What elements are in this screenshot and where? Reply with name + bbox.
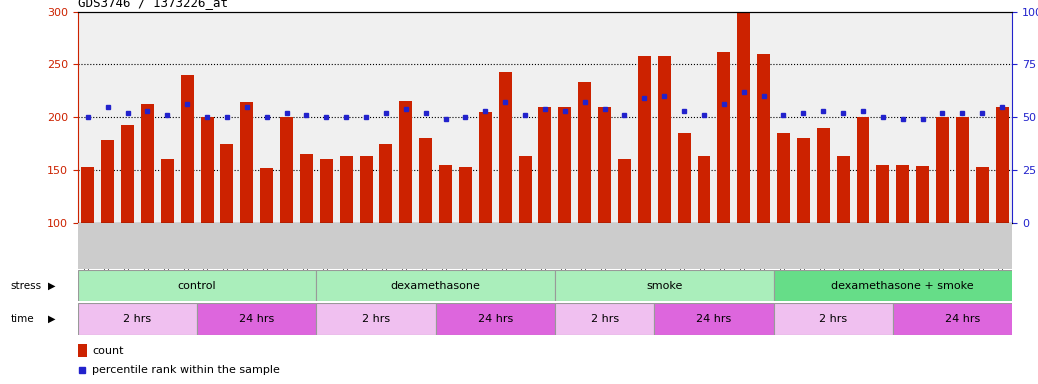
- Bar: [618, 159, 631, 223]
- Bar: [200, 117, 214, 223]
- Text: ▶: ▶: [48, 281, 56, 291]
- Text: stress: stress: [10, 281, 42, 291]
- Text: count: count: [92, 346, 124, 356]
- Text: 24 hrs: 24 hrs: [945, 314, 980, 324]
- Bar: [280, 117, 293, 223]
- Bar: [181, 75, 194, 223]
- Bar: [339, 156, 353, 223]
- Bar: [936, 117, 949, 223]
- Bar: [121, 124, 134, 223]
- Bar: [400, 101, 412, 223]
- Bar: [558, 107, 571, 223]
- Bar: [638, 56, 651, 223]
- Bar: [197, 303, 317, 335]
- Bar: [757, 54, 770, 223]
- Text: 24 hrs: 24 hrs: [696, 314, 732, 324]
- Bar: [220, 144, 234, 223]
- Text: control: control: [177, 281, 216, 291]
- Bar: [317, 270, 555, 301]
- Text: dexamethasone + smoke: dexamethasone + smoke: [831, 281, 974, 291]
- Text: GDS3746 / 1373226_at: GDS3746 / 1373226_at: [78, 0, 228, 9]
- Bar: [439, 165, 452, 223]
- Bar: [837, 156, 849, 223]
- Bar: [654, 303, 773, 335]
- Text: 24 hrs: 24 hrs: [239, 314, 274, 324]
- Bar: [81, 167, 94, 223]
- Text: 2 hrs: 2 hrs: [591, 314, 619, 324]
- Bar: [817, 127, 829, 223]
- Text: 2 hrs: 2 hrs: [819, 314, 847, 324]
- Bar: [658, 56, 671, 223]
- Bar: [698, 156, 710, 223]
- Bar: [678, 133, 690, 223]
- Bar: [896, 165, 909, 223]
- Bar: [917, 166, 929, 223]
- Bar: [893, 303, 1032, 335]
- Text: ▶: ▶: [48, 314, 56, 324]
- Text: dexamethasone: dexamethasone: [390, 281, 481, 291]
- Bar: [359, 156, 373, 223]
- Bar: [459, 167, 472, 223]
- Bar: [737, 12, 750, 223]
- Bar: [956, 117, 968, 223]
- Text: smoke: smoke: [646, 281, 682, 291]
- Bar: [317, 303, 436, 335]
- Bar: [773, 270, 1032, 301]
- Bar: [380, 144, 392, 223]
- Bar: [161, 159, 173, 223]
- Bar: [976, 167, 988, 223]
- Bar: [717, 52, 731, 223]
- Bar: [856, 117, 870, 223]
- Bar: [777, 133, 790, 223]
- Bar: [320, 159, 333, 223]
- Bar: [78, 303, 197, 335]
- Bar: [519, 156, 531, 223]
- Text: time: time: [10, 314, 34, 324]
- Bar: [261, 168, 273, 223]
- Text: 2 hrs: 2 hrs: [362, 314, 390, 324]
- Bar: [539, 107, 551, 223]
- Bar: [555, 303, 654, 335]
- Bar: [578, 82, 592, 223]
- Bar: [141, 104, 154, 223]
- Bar: [498, 72, 512, 223]
- Text: percentile rank within the sample: percentile rank within the sample: [92, 365, 280, 375]
- Bar: [876, 165, 890, 223]
- Bar: [797, 138, 810, 223]
- Bar: [479, 112, 492, 223]
- Bar: [102, 140, 114, 223]
- Bar: [598, 107, 611, 223]
- Bar: [773, 303, 893, 335]
- Bar: [436, 303, 555, 335]
- Bar: [300, 154, 312, 223]
- Bar: [995, 107, 1009, 223]
- Text: 2 hrs: 2 hrs: [124, 314, 152, 324]
- Bar: [78, 270, 317, 301]
- Bar: [419, 138, 432, 223]
- Bar: [78, 344, 87, 357]
- Text: 24 hrs: 24 hrs: [477, 314, 513, 324]
- Bar: [555, 270, 773, 301]
- Bar: [241, 103, 253, 223]
